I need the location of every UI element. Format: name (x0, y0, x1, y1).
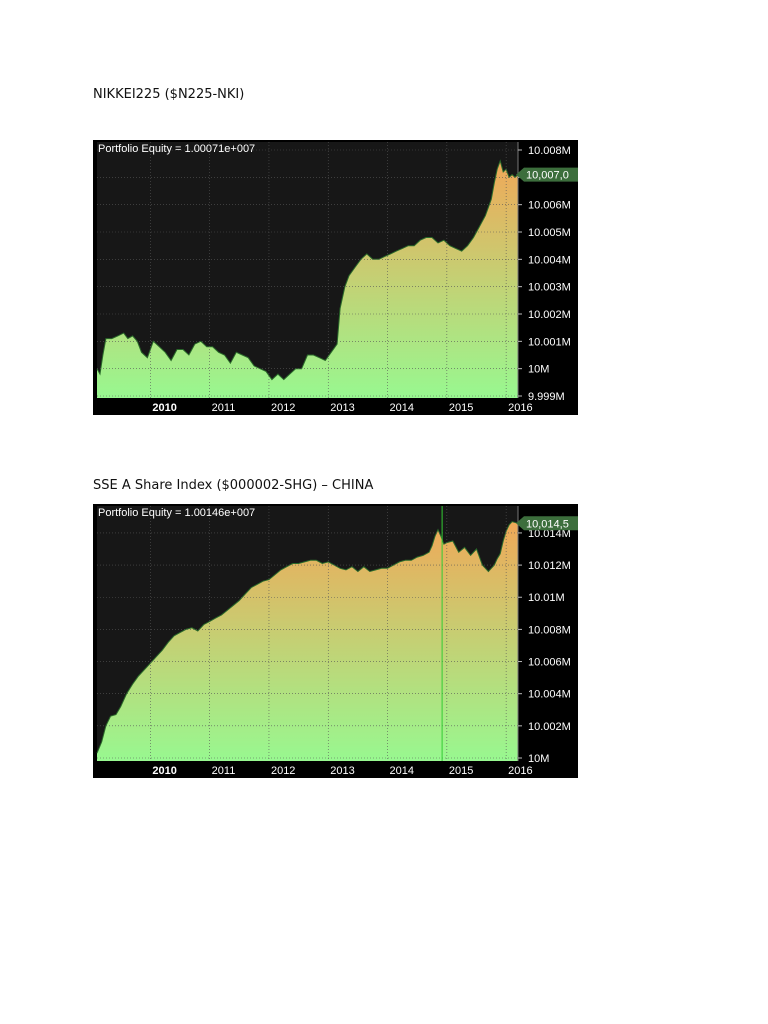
sse-equity-chart: 10.014M 10.012M 10.01M 10.008M 10.006M 10.004… (93, 504, 578, 778)
sse-x-tick-label: 2010 (152, 765, 176, 777)
sse-x-tick-label: 2013 (330, 765, 354, 777)
sse-equity-line (96, 521, 519, 754)
nikkei-x-tick-label: 2016 (508, 402, 532, 414)
sse-y-tick-label: 10.012M (528, 560, 571, 572)
nikkei-x-tick-label: 2014 (390, 402, 414, 414)
sse-y-tick-label: 10.004M (528, 689, 571, 701)
nikkei-equity-area (97, 160, 518, 398)
sse-y-tick-label: 10.002M (528, 721, 571, 733)
nikkei-y-tick-label: 10.008M (528, 145, 571, 157)
nikkei-y-tick-label: 10.004M (528, 254, 571, 266)
sse-y-tick-label: 10.008M (528, 624, 571, 636)
sse-x-tick-label: 2014 (390, 765, 414, 777)
nikkei-x-tick-label: 2010 (152, 402, 176, 414)
nikkei-y-tick-label: 10.001M (528, 336, 571, 348)
nikkei-x-tick-label: 2011 (212, 402, 236, 414)
sse-x-tick-label: 2012 (271, 765, 295, 777)
nikkei-x-tick-label: 2012 (271, 402, 295, 414)
sse-last-value-label: 10,014,5 (526, 518, 569, 530)
nikkei-x-tick-label: 2015 (449, 402, 473, 414)
nikkei-equity-line (96, 159, 519, 381)
sse-x-tick-label: 2011 (212, 765, 236, 777)
nikkei-y-tick-label: 10M (528, 364, 549, 376)
sse-equity-area (97, 521, 518, 761)
section-title-nikkei: NIKKEI225 ($N225-NKI) (93, 87, 245, 102)
sse-x-tick-label: 2015 (449, 765, 473, 777)
nikkei-x-tick-label: 2013 (330, 402, 354, 414)
nikkei-last-value-badge (516, 167, 578, 182)
section-title-sse: SSE A Share Index ($000002-SHG) – CHINA (93, 478, 374, 493)
nikkei-y-tick-label: 10.005M (528, 227, 571, 239)
nikkei-y-tick-label: 10.006M (528, 200, 571, 212)
sse-x-tick-label: 2016 (508, 765, 532, 777)
nikkei-y-tick-label: 9.999M (528, 391, 565, 403)
nikkei-chart-title: Portfolio Equity = 1.00071e+007 (98, 143, 255, 155)
sse-y-tick-label: 10.01M (528, 592, 565, 604)
nikkei-last-value-label: 10,007,0 (526, 170, 569, 182)
sse-last-value-badge (516, 516, 578, 531)
sse-chart-title: Portfolio Equity = 1.00146e+007 (98, 507, 255, 519)
nikkei-y-tick-label: 10.003M (528, 282, 571, 294)
sse-y-tick-label: 10M (528, 753, 549, 765)
sse-y-tick-label: 10.014M (528, 528, 571, 540)
nikkei-y-tick-label: 10.002M (528, 309, 571, 321)
sse-y-tick-label: 10.006M (528, 657, 571, 669)
nikkei-equity-chart: 10.008M10.007M10.006M10.005M10.004M10.00… (93, 140, 578, 415)
